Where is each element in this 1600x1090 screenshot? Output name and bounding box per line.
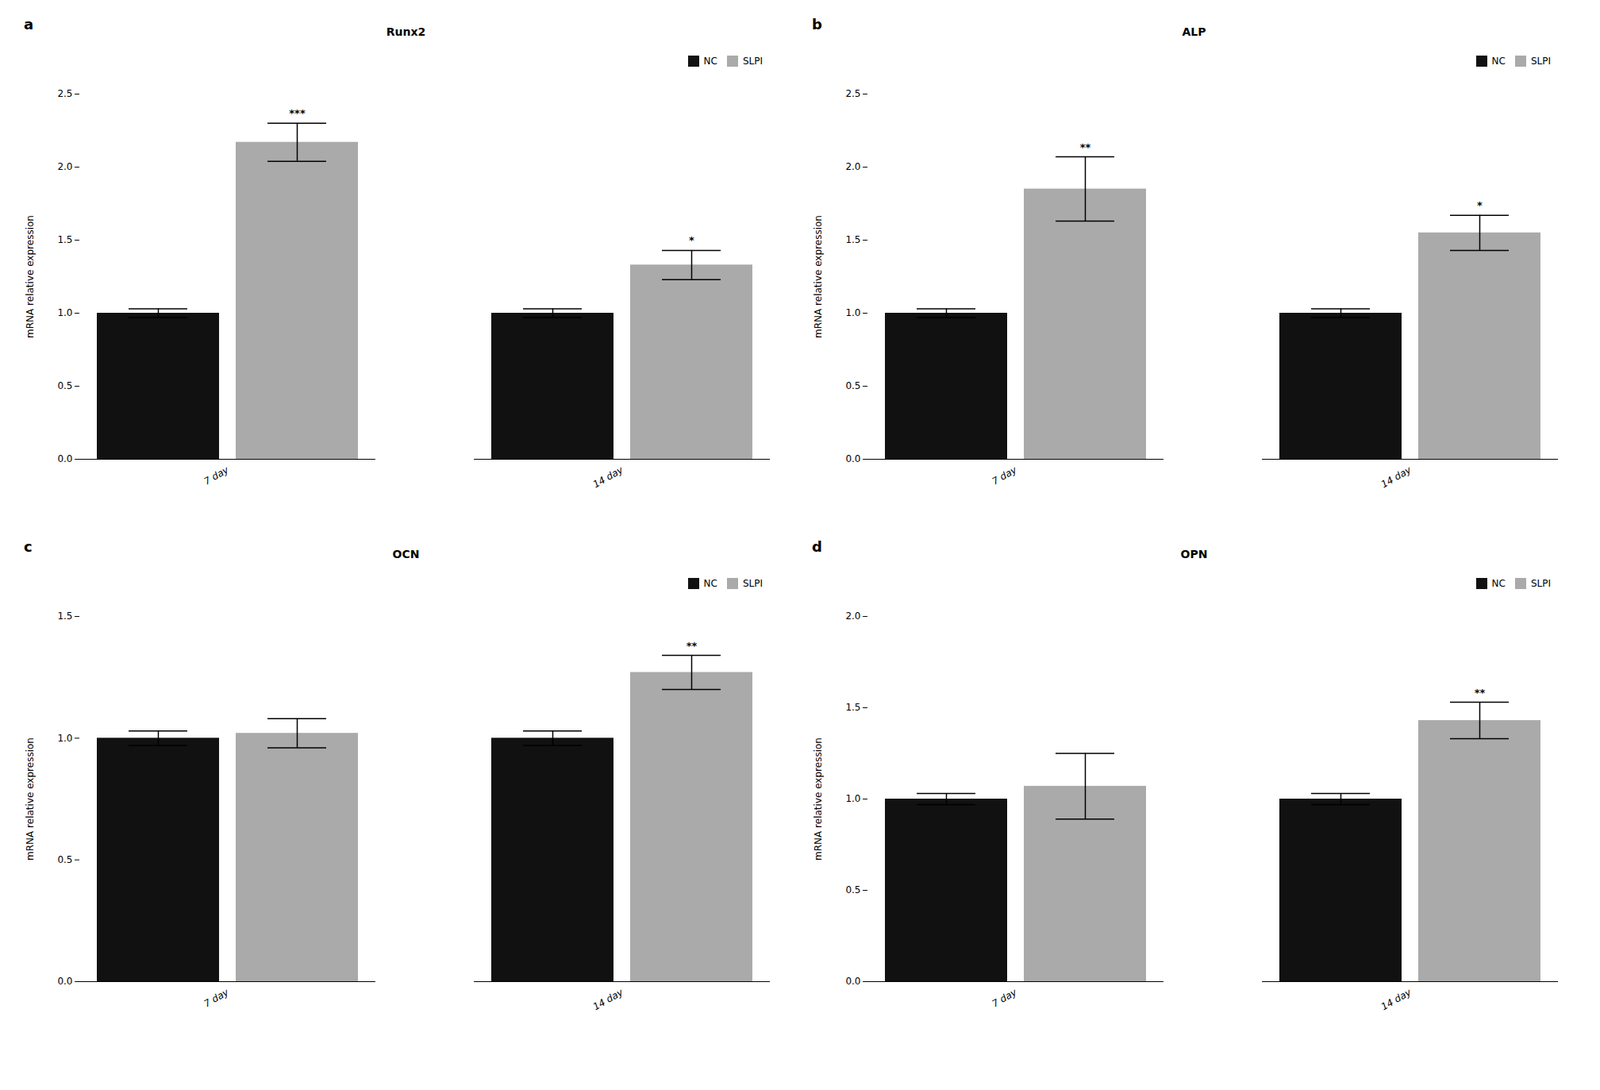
html-text:SLPI: SLPI bbox=[1530, 55, 1551, 67]
svg-text:mRNA relative expression: mRNA relative expression bbox=[24, 215, 36, 339]
svg-text:*: * bbox=[688, 234, 695, 247]
html-text:b: b bbox=[811, 15, 823, 33]
html-text:c: c bbox=[23, 538, 33, 555]
html-text:SLPI: SLPI bbox=[742, 55, 763, 67]
html-text:Runx2: Runx2 bbox=[386, 25, 426, 39]
html-text:NC: NC bbox=[1491, 55, 1506, 67]
html-text:OCN: OCN bbox=[392, 547, 420, 561]
svg-text:2.5: 2.5 bbox=[845, 88, 861, 100]
svg-text:7 day: 7 day bbox=[201, 985, 231, 1009]
svg-text:1.0: 1.0 bbox=[57, 307, 73, 319]
html-text:NC: NC bbox=[703, 577, 718, 589]
svg-text:*: * bbox=[1476, 199, 1483, 212]
svg-text:0.0: 0.0 bbox=[845, 453, 861, 465]
svg-text:7 day: 7 day bbox=[201, 463, 231, 487]
svg-text:2.0: 2.0 bbox=[57, 161, 73, 173]
svg-text:1.0: 1.0 bbox=[57, 732, 73, 744]
html-text:d: d bbox=[811, 538, 823, 555]
svg-text:2.5: 2.5 bbox=[57, 88, 73, 100]
svg-text:14 day: 14 day bbox=[1379, 463, 1414, 490]
html-text:SLPI: SLPI bbox=[742, 577, 763, 589]
svg-text:0.5: 0.5 bbox=[57, 380, 73, 392]
svg-text:1.0: 1.0 bbox=[845, 792, 861, 804]
svg-text:1.0: 1.0 bbox=[845, 307, 861, 319]
html-text:a: a bbox=[23, 15, 34, 33]
svg-text:7 day: 7 day bbox=[989, 985, 1020, 1009]
svg-text:14 day: 14 day bbox=[591, 985, 626, 1012]
html-text:OPN: OPN bbox=[1180, 547, 1208, 561]
svg-text:14 day: 14 day bbox=[1379, 985, 1414, 1012]
svg-text:0.0: 0.0 bbox=[845, 975, 861, 987]
svg-text:1.5: 1.5 bbox=[845, 234, 861, 246]
svg-text:1.5: 1.5 bbox=[57, 234, 73, 246]
svg-text:2.0: 2.0 bbox=[845, 161, 861, 173]
svg-text:7 day: 7 day bbox=[989, 463, 1020, 487]
svg-text:mRNA relative expression: mRNA relative expression bbox=[812, 737, 824, 861]
html-text:NC: NC bbox=[703, 55, 718, 67]
svg-text:1.5: 1.5 bbox=[845, 701, 861, 713]
svg-text:0.5: 0.5 bbox=[845, 380, 861, 392]
html-text:SLPI: SLPI bbox=[1530, 577, 1551, 589]
svg-text:0.0: 0.0 bbox=[57, 453, 73, 465]
html-text:ALP: ALP bbox=[1182, 25, 1206, 39]
svg-text:0.5: 0.5 bbox=[57, 853, 73, 866]
svg-text:**: ** bbox=[686, 639, 698, 652]
svg-text:mRNA relative expression: mRNA relative expression bbox=[812, 215, 824, 339]
svg-text:0.0: 0.0 bbox=[57, 975, 73, 987]
svg-text:**: ** bbox=[1474, 686, 1486, 699]
svg-text:***: *** bbox=[288, 107, 306, 120]
svg-text:0.5: 0.5 bbox=[845, 884, 861, 896]
html-text:NC: NC bbox=[1491, 577, 1506, 589]
svg-text:2.0: 2.0 bbox=[845, 610, 861, 622]
svg-text:**: ** bbox=[1080, 141, 1092, 154]
svg-text:14 day: 14 day bbox=[591, 463, 626, 490]
svg-text:1.5: 1.5 bbox=[57, 610, 73, 622]
svg-text:mRNA relative expression: mRNA relative expression bbox=[24, 737, 36, 861]
